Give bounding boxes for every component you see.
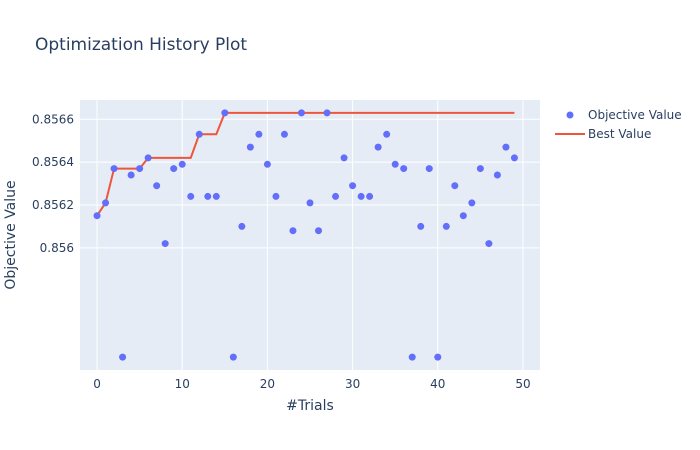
objective-value-point[interactable] [204,192,212,200]
objective-value-point[interactable] [366,192,374,200]
objective-value-point[interactable] [485,240,493,248]
x-tick-label: 10 [175,377,190,391]
objective-value-point[interactable] [400,165,408,173]
x-axis-title: #Trials [286,398,334,414]
objective-value-point[interactable] [229,353,237,361]
objective-value-point[interactable] [493,171,501,179]
objective-value-point[interactable] [272,192,280,200]
objective-value-point[interactable] [263,160,271,168]
objective-value-point[interactable] [187,192,195,200]
objective-value-point[interactable] [144,154,152,162]
objective-value-point[interactable] [289,227,297,235]
objective-value-point[interactable] [349,182,357,190]
objective-value-markers [93,109,518,361]
y-tick-label: 0.8564 [32,155,74,169]
objective-value-point[interactable] [425,165,433,173]
objective-value-point[interactable] [280,130,288,138]
objective-value-point[interactable] [238,222,246,230]
objective-value-point[interactable] [502,143,510,151]
objective-value-point[interactable] [374,143,382,151]
objective-value-point[interactable] [297,109,305,117]
objective-value-point[interactable] [323,109,331,117]
plot-area [80,100,540,370]
objective-value-point[interactable] [255,130,263,138]
y-axis-title: Objective Value [3,180,19,289]
x-tick-label: 30 [345,377,360,391]
objective-value-point[interactable] [178,160,186,168]
objective-value-point[interactable] [153,182,161,190]
objective-value-point[interactable] [136,165,144,173]
objective-value-point[interactable] [306,199,314,207]
objective-value-point[interactable] [102,199,110,207]
objective-value-point[interactable] [246,143,254,151]
objective-value-point[interactable] [417,222,425,230]
x-tick-label: 50 [515,377,530,391]
x-tick-label: 40 [430,377,445,391]
objective-value-point[interactable] [391,160,399,168]
y-tick-label: 0.8566 [32,112,74,126]
objective-value-point[interactable] [476,165,484,173]
objective-value-point[interactable] [110,165,118,173]
objective-value-point[interactable] [119,353,127,361]
objective-value-point[interactable] [170,165,178,173]
y-tick-label: 0.856 [40,241,74,255]
objective-value-point[interactable] [127,171,135,179]
legend[interactable]: Objective Value Best Value [555,108,682,141]
y-tick-label: 0.8562 [32,198,74,212]
objective-value-point[interactable] [408,353,416,361]
objective-value-point[interactable] [357,192,365,200]
legend-label-objective-value[interactable]: Objective Value [588,108,682,122]
objective-value-point[interactable] [340,154,348,162]
objective-value-point[interactable] [510,154,518,162]
objective-value-point[interactable] [161,240,169,248]
objective-value-point[interactable] [212,192,220,200]
objective-value-point[interactable] [459,212,467,220]
objective-value-point[interactable] [332,192,340,200]
x-tick-label: 20 [260,377,275,391]
grid-lines [80,100,540,370]
objective-value-point[interactable] [93,212,101,220]
axis-ticks: 0 10 20 30 40 50 0.856 0.8562 0.8564 0.8566 [32,112,531,391]
objective-value-point[interactable] [442,222,450,230]
objective-value-point[interactable] [468,199,476,207]
best-value-line [96,111,515,217]
objective-value-point[interactable] [451,182,459,190]
objective-value-point[interactable] [434,353,442,361]
objective-value-point[interactable] [383,130,391,138]
objective-value-point[interactable] [315,227,323,235]
chart-title: Optimization History Plot [35,35,247,55]
objective-value-point[interactable] [221,109,229,117]
legend-marker-objective-value [566,111,574,119]
legend-label-best-value[interactable]: Best Value [588,127,651,141]
best-value-line-layer [96,111,515,217]
x-tick-label: 0 [93,377,101,391]
objective-value-point[interactable] [195,130,203,138]
